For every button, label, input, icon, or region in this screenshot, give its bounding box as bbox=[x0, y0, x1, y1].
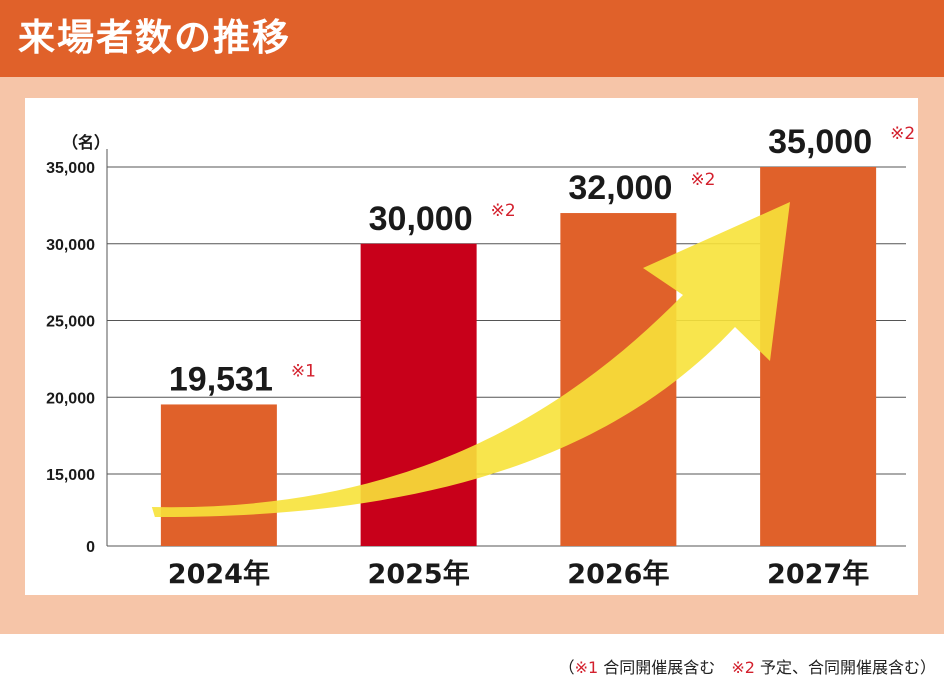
y-tick-label: 25,000 bbox=[46, 314, 95, 331]
bar-value-note: ※1 bbox=[291, 361, 316, 381]
bar bbox=[160, 404, 277, 546]
footnote-mark-1: ※1 bbox=[574, 658, 599, 677]
bar-value-note: ※2 bbox=[491, 201, 516, 221]
x-category-label: 2027年 bbox=[767, 558, 869, 590]
page-title: 来場者数の推移 bbox=[18, 16, 291, 59]
trend-arrow bbox=[151, 202, 790, 518]
y-axis-unit-label: （名） bbox=[62, 133, 110, 152]
y-tick-label: 0 bbox=[86, 539, 95, 556]
bar-value-label: 32,000 bbox=[568, 169, 672, 207]
bar-value-note: ※2 bbox=[890, 124, 915, 144]
x-category-label: 2024年 bbox=[168, 558, 270, 590]
bar-value-label: 35,000 bbox=[768, 123, 872, 161]
footnote-open: （ bbox=[558, 658, 575, 677]
footnote: （※1 合同開催展含む ※2 予定、合同開催展含む） bbox=[559, 654, 936, 678]
bar-value-label: 19,531 bbox=[169, 360, 273, 398]
bar-value-label: 30,000 bbox=[369, 200, 473, 238]
footnote-text-1: 合同開催展含む bbox=[598, 658, 732, 677]
y-tick-label: 20,000 bbox=[46, 390, 95, 407]
x-category-label: 2025年 bbox=[368, 558, 470, 590]
header-band: 来場者数の推移 bbox=[0, 0, 944, 77]
footnote-text-2: 予定、合同開催展含む） bbox=[754, 658, 936, 677]
x-category-label: 2026年 bbox=[567, 558, 669, 590]
y-tick-label: 35,000 bbox=[46, 160, 95, 177]
y-tick-label: 15,000 bbox=[46, 467, 95, 484]
footnote-mark-2: ※2 bbox=[731, 658, 755, 677]
bar-value-note: ※2 bbox=[690, 170, 715, 190]
y-tick-label: 30,000 bbox=[46, 237, 95, 254]
